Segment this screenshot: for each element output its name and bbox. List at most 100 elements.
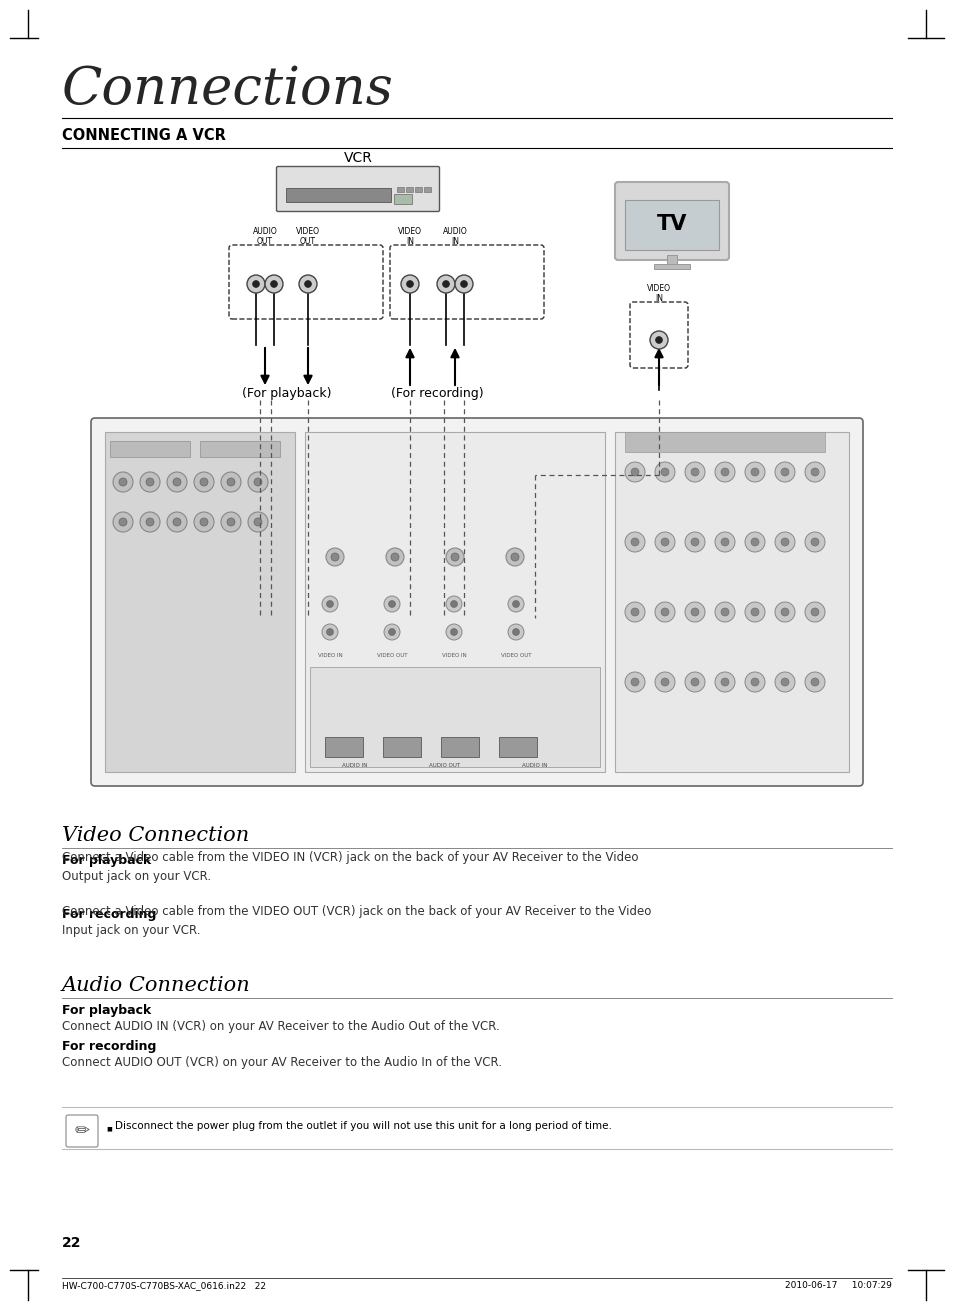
Circle shape <box>684 672 704 691</box>
Circle shape <box>810 607 818 617</box>
Circle shape <box>322 596 337 611</box>
Circle shape <box>660 538 668 546</box>
Circle shape <box>750 468 759 476</box>
Circle shape <box>804 531 824 552</box>
Circle shape <box>630 607 639 617</box>
Circle shape <box>690 468 699 476</box>
Text: Connections: Connections <box>62 64 394 115</box>
Text: VIDEO
IN: VIDEO IN <box>646 283 670 303</box>
Text: Audio Connection: Audio Connection <box>62 976 251 994</box>
Text: AUDIO IN: AUDIO IN <box>342 764 367 768</box>
Text: Video Connection: Video Connection <box>62 827 249 845</box>
Text: VIDEO
OUT: VIDEO OUT <box>295 227 319 247</box>
Text: Connect a Video cable from the VIDEO IN (VCR) jack on the back of your AV Receiv: Connect a Video cable from the VIDEO IN … <box>62 851 638 883</box>
Circle shape <box>655 672 675 691</box>
Circle shape <box>714 672 734 691</box>
Circle shape <box>146 478 153 485</box>
Circle shape <box>253 518 262 526</box>
Circle shape <box>804 462 824 482</box>
Circle shape <box>460 281 467 287</box>
Circle shape <box>774 531 794 552</box>
Circle shape <box>774 672 794 691</box>
Circle shape <box>774 602 794 622</box>
Circle shape <box>655 531 675 552</box>
Text: HW-C700-C770S-C770BS-XAC_0616.in22   22: HW-C700-C770S-C770BS-XAC_0616.in22 22 <box>62 1281 266 1290</box>
Circle shape <box>322 625 337 640</box>
Circle shape <box>774 462 794 482</box>
Circle shape <box>442 281 449 287</box>
Bar <box>666 255 677 265</box>
Circle shape <box>450 601 457 607</box>
Text: ◼: ◼ <box>106 1124 112 1131</box>
Circle shape <box>298 276 316 293</box>
Circle shape <box>221 512 241 531</box>
Circle shape <box>744 602 764 622</box>
Text: VIDEO OUT: VIDEO OUT <box>376 653 407 659</box>
Circle shape <box>200 478 208 485</box>
Circle shape <box>388 601 395 607</box>
Circle shape <box>221 472 241 492</box>
Circle shape <box>720 607 728 617</box>
Circle shape <box>227 478 234 485</box>
Circle shape <box>781 468 788 476</box>
Text: VCR: VCR <box>343 151 372 165</box>
Circle shape <box>512 601 519 607</box>
Circle shape <box>630 538 639 546</box>
Bar <box>394 194 412 203</box>
Circle shape <box>386 548 403 565</box>
Circle shape <box>446 625 461 640</box>
Text: (For recording): (For recording) <box>391 387 483 400</box>
Circle shape <box>112 512 132 531</box>
Text: Connect AUDIO OUT (VCR) on your AV Receiver to the Audio In of the VCR.: Connect AUDIO OUT (VCR) on your AV Recei… <box>62 1056 501 1069</box>
Circle shape <box>714 462 734 482</box>
Bar <box>200 441 280 457</box>
Circle shape <box>512 628 519 635</box>
Bar <box>615 432 848 771</box>
FancyBboxPatch shape <box>615 182 728 260</box>
Circle shape <box>781 678 788 686</box>
Circle shape <box>253 478 262 485</box>
Text: For recording: For recording <box>62 908 156 921</box>
Circle shape <box>331 552 338 562</box>
Circle shape <box>193 512 213 531</box>
Circle shape <box>624 672 644 691</box>
Circle shape <box>690 678 699 686</box>
FancyBboxPatch shape <box>91 419 862 786</box>
Circle shape <box>714 602 734 622</box>
Circle shape <box>265 276 283 293</box>
FancyBboxPatch shape <box>66 1115 98 1147</box>
Circle shape <box>384 625 399 640</box>
Text: For recording: For recording <box>62 1040 156 1054</box>
Circle shape <box>326 601 334 607</box>
Circle shape <box>744 672 764 691</box>
Circle shape <box>172 478 181 485</box>
Circle shape <box>781 538 788 546</box>
Circle shape <box>146 518 153 526</box>
Text: ✏: ✏ <box>74 1122 90 1140</box>
Circle shape <box>624 462 644 482</box>
Circle shape <box>451 552 458 562</box>
Circle shape <box>193 472 213 492</box>
Circle shape <box>507 596 523 611</box>
Text: (For playback): (For playback) <box>242 387 332 400</box>
Circle shape <box>624 531 644 552</box>
Circle shape <box>271 281 277 287</box>
Circle shape <box>119 518 127 526</box>
Circle shape <box>200 518 208 526</box>
Circle shape <box>248 512 268 531</box>
Bar <box>624 432 824 453</box>
Bar <box>305 432 604 771</box>
Text: VIDEO IN: VIDEO IN <box>441 653 466 659</box>
Bar <box>396 188 403 192</box>
Circle shape <box>247 276 265 293</box>
Circle shape <box>690 538 699 546</box>
Text: CONNECTING A VCR: CONNECTING A VCR <box>62 129 226 143</box>
Bar <box>423 188 431 192</box>
Circle shape <box>140 472 160 492</box>
Bar <box>382 737 420 757</box>
Circle shape <box>810 538 818 546</box>
Circle shape <box>750 607 759 617</box>
Circle shape <box>750 538 759 546</box>
Circle shape <box>304 281 311 287</box>
Circle shape <box>511 552 518 562</box>
